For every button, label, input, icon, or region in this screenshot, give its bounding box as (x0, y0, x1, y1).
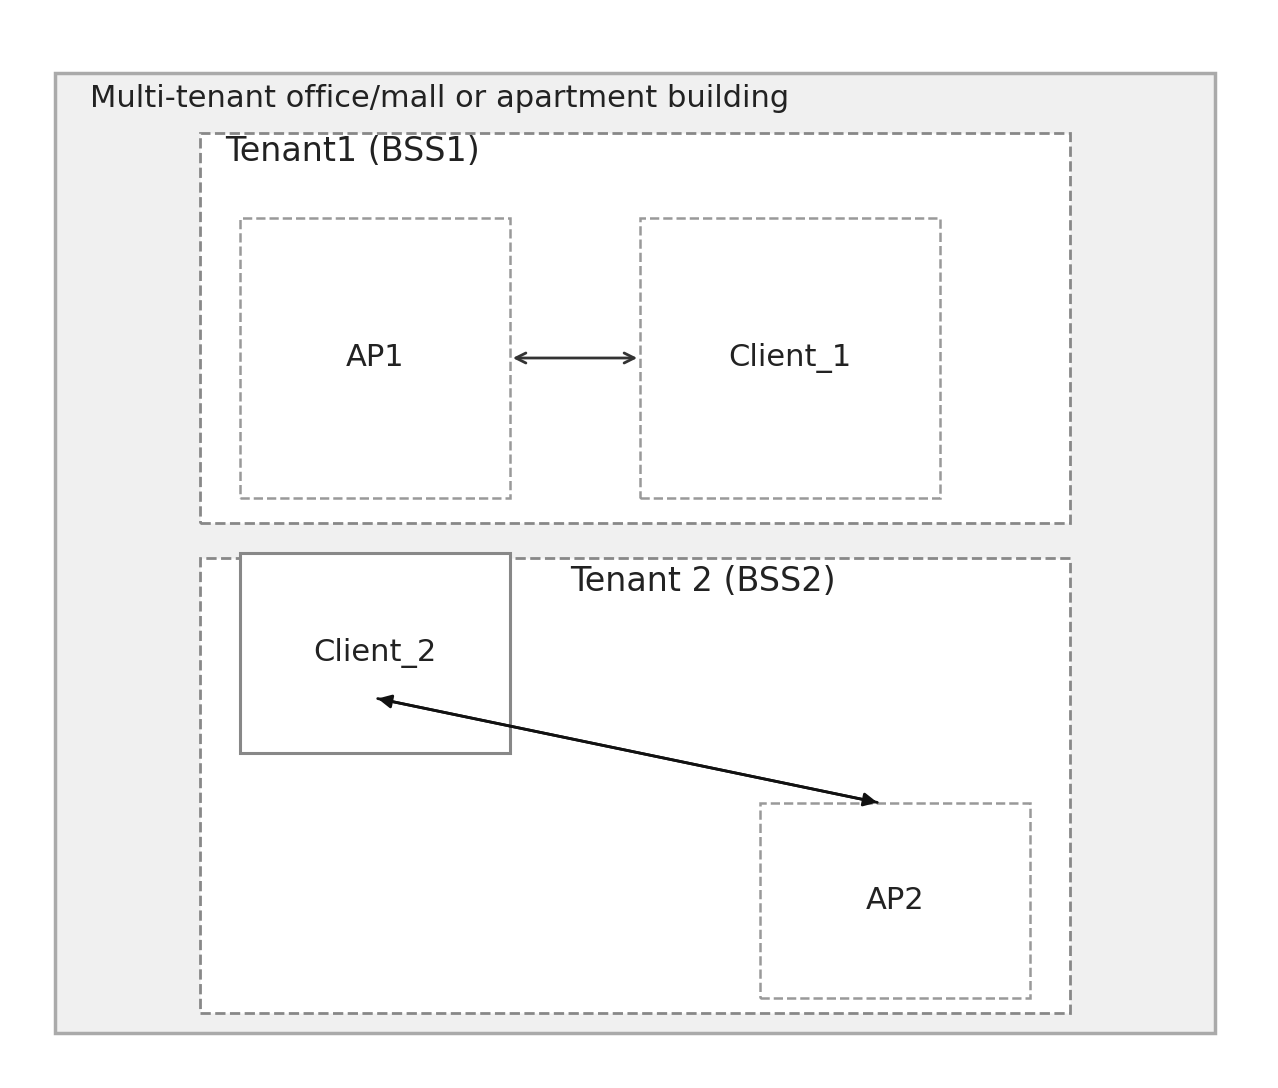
FancyBboxPatch shape (55, 73, 1215, 1033)
Text: Tenant 2 (BSS2): Tenant 2 (BSS2) (570, 565, 836, 598)
FancyBboxPatch shape (240, 218, 510, 498)
Text: Multi-tenant office/mall or apartment building: Multi-tenant office/mall or apartment bu… (89, 84, 789, 113)
FancyBboxPatch shape (199, 558, 1070, 1013)
Text: AP1: AP1 (345, 344, 404, 372)
Text: Tenant1 (BSS1): Tenant1 (BSS1) (225, 135, 479, 168)
FancyBboxPatch shape (640, 218, 941, 498)
FancyBboxPatch shape (760, 803, 1030, 998)
FancyBboxPatch shape (240, 553, 510, 753)
Text: Client_1: Client_1 (728, 343, 851, 373)
Text: Client_2: Client_2 (313, 638, 437, 668)
FancyBboxPatch shape (199, 133, 1070, 523)
Text: AP2: AP2 (865, 886, 924, 915)
